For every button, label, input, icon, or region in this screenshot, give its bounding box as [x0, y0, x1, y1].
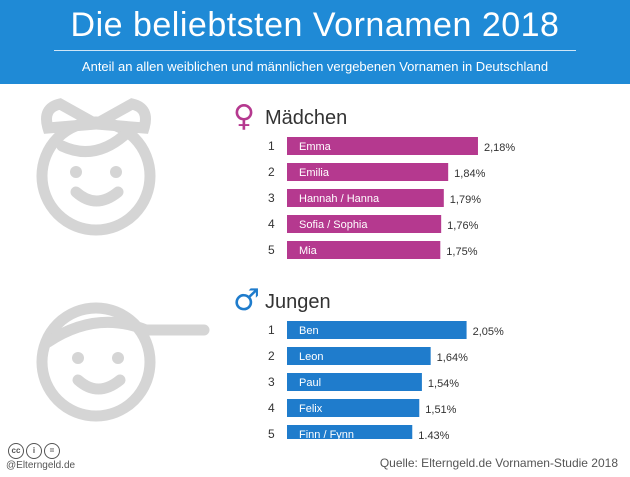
boys-bar — [287, 399, 420, 417]
page-title: Die beliebtsten Vornamen 2018 — [70, 6, 560, 44]
footer-handle: @Elterngeld.de — [6, 460, 76, 471]
boys-name-label: Leon — [299, 351, 323, 363]
nd-icon: = — [44, 443, 60, 459]
girls-value-label: 1,75% — [446, 246, 477, 258]
girls-rank-label: 5 — [268, 243, 275, 257]
girls-name-label: Sofia / Sophia — [299, 219, 368, 231]
girls-value-label: 1,84% — [454, 168, 485, 180]
boys-rank-label: 3 — [268, 375, 275, 389]
source-note: Quelle: Elterngeld.de Vornamen-Studie 20… — [379, 456, 618, 470]
boys-bar — [287, 347, 431, 365]
girls-value-label: 1,76% — [447, 220, 478, 232]
girls-bar — [287, 215, 442, 233]
girls-bar — [287, 189, 444, 207]
girl-face-icon — [36, 98, 156, 236]
girls-bar — [287, 241, 441, 259]
girls-bar — [287, 137, 478, 155]
girls-symbol-icon: ♀ — [233, 99, 255, 134]
cc-icon: cc — [8, 443, 24, 459]
boys-bar — [287, 373, 422, 391]
girls-name-label: Emilia — [299, 167, 330, 179]
girls-name-label: Emma — [299, 141, 332, 153]
boys-value-label: 2,05% — [473, 326, 504, 338]
boys-rank-label: 4 — [268, 401, 275, 415]
boys-value-label: 1,51% — [425, 404, 456, 416]
girls-name-label: Mia — [299, 245, 318, 257]
boys-symbol-icon: ♂ — [233, 283, 260, 318]
boys-value-label: 1,43% — [418, 430, 449, 439]
boy-face-icon — [36, 302, 210, 422]
page-subtitle: Anteil an allen weiblichen und männliche… — [81, 59, 549, 74]
girls-name-label: Hannah / Hanna — [299, 193, 380, 205]
girls-rank-label: 4 — [268, 217, 275, 231]
license-icons: cc i = — [8, 440, 62, 459]
boys-bar — [287, 425, 413, 439]
girls-value-label: 1,79% — [450, 194, 481, 206]
girls-rank-label: 1 — [268, 139, 275, 153]
boys-heading: Jungen — [265, 291, 331, 313]
by-icon: i — [26, 443, 42, 459]
boys-rank-label: 5 — [268, 427, 275, 439]
girls-rank-label: 2 — [268, 165, 275, 179]
name-ranking-chart: ♀ Mädchen 1 Emma 2,18% 2 Emilia 1,84% 3 Hannah / … — [36, 98, 515, 439]
title-divider — [54, 50, 576, 51]
girls-bar — [287, 163, 449, 181]
boys-name-label: Finn / Fynn — [299, 429, 354, 439]
girls-chart: ♀ Mädchen 1 Emma 2,18% 2 Emilia 1,84% 3 Hannah / … — [233, 99, 515, 259]
header-banner: Die beliebtsten Vornamen 2018 Anteil an … — [0, 0, 630, 84]
boys-bar — [287, 321, 467, 339]
boys-value-label: 1,64% — [437, 352, 468, 364]
boys-name-label: Paul — [299, 377, 321, 389]
boys-rank-label: 2 — [268, 349, 275, 363]
boys-value-label: 1,54% — [428, 378, 459, 390]
girls-rank-label: 3 — [268, 191, 275, 205]
boys-rank-label: 1 — [268, 323, 275, 337]
girls-value-label: 2,18% — [484, 142, 515, 154]
girls-heading: Mädchen — [265, 107, 347, 129]
boys-chart: ♂ Jungen 1 Ben 2,05% 2 Leon 1,64% 3 Paul 1,54% 4 Fel… — [233, 283, 504, 439]
boys-name-label: Ben — [299, 325, 319, 337]
boys-name-label: Felix — [299, 403, 323, 415]
